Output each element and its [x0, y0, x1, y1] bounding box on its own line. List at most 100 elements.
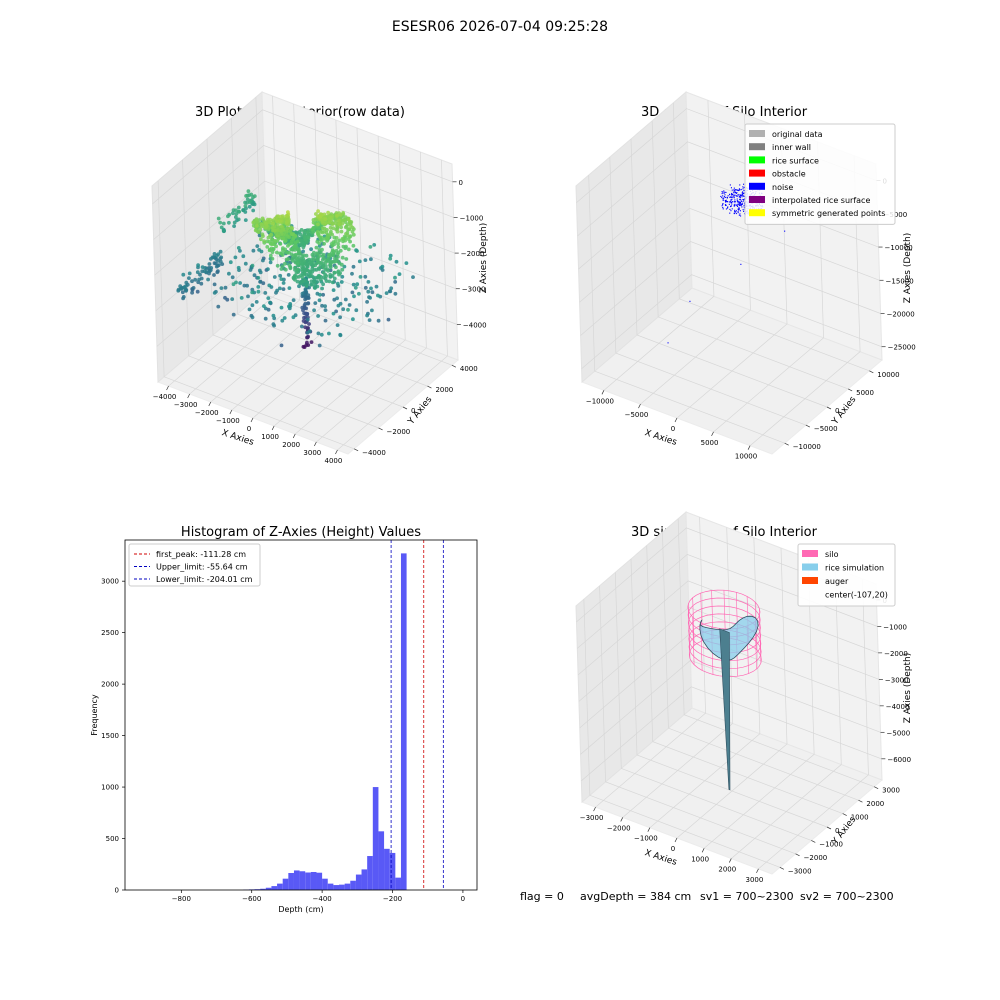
- raw-ygrid: [206, 138, 404, 408]
- raw-point: [343, 297, 348, 302]
- raw-point: [275, 222, 280, 227]
- noise-point: [739, 204, 741, 206]
- status-flag: flag = 0: [520, 890, 564, 903]
- raw-point: [250, 303, 255, 308]
- raw-point: [248, 268, 253, 272]
- classify-ygrid: [588, 175, 785, 444]
- sim-xtick-mark: [728, 858, 732, 863]
- noise-point: [731, 208, 733, 210]
- noise-point: [737, 201, 739, 203]
- raw-point: [393, 280, 398, 284]
- raw-point: [251, 248, 256, 253]
- raw-point: [384, 291, 389, 295]
- noise-point: [743, 199, 745, 201]
- histogram-bar: [265, 887, 272, 890]
- raw-point: [287, 263, 292, 268]
- raw-point: [336, 303, 341, 308]
- histogram-plot-area: −800 −600 −400 −200 0 0 500 1000 1500 2000 2500 300…: [101, 539, 478, 903]
- raw-zgrid: [156, 251, 458, 347]
- raw-point: [363, 258, 368, 262]
- raw-point: [325, 236, 330, 240]
- raw-point: [307, 329, 312, 334]
- raw-xtick-mark: [314, 441, 317, 447]
- noise-point: [724, 194, 726, 196]
- sim-xtick-mark: [620, 817, 624, 822]
- raw-point: [306, 334, 310, 339]
- classify-legend-label: noise: [772, 183, 793, 192]
- raw-point: [275, 250, 279, 255]
- histogram-ytick-label: 1000: [101, 784, 119, 792]
- raw-point: [289, 225, 294, 230]
- noise-point: [743, 200, 745, 202]
- raw-point: [368, 296, 372, 300]
- raw-point: [255, 220, 259, 225]
- raw-point: [343, 225, 348, 230]
- raw-point: [309, 279, 314, 284]
- raw-point: [253, 228, 258, 233]
- raw-point: [357, 291, 361, 296]
- raw-point: [365, 300, 369, 304]
- noise-point: [734, 192, 736, 194]
- sim-zgrid: [577, 580, 879, 676]
- raw-ytick-mark: [353, 448, 359, 452]
- raw-point: [279, 267, 284, 271]
- raw-point: [246, 189, 251, 194]
- raw-point: [214, 264, 219, 269]
- raw-point: [233, 255, 238, 260]
- raw-point: [312, 308, 316, 313]
- raw-point: [394, 259, 399, 264]
- histogram-xtick-label: 0: [461, 895, 465, 903]
- raw-point: [289, 247, 293, 252]
- raw-point: [366, 289, 371, 294]
- noise-point: [737, 203, 739, 205]
- sim-zgrid: [579, 633, 880, 729]
- classify-plot-zlabel: Z Axies (Depth): [903, 233, 913, 304]
- raw-point: [276, 236, 281, 241]
- raw-plot-ticks: −4000−3000−2000−100001000200030004000−40…: [153, 179, 487, 465]
- noise-point: [739, 198, 741, 200]
- raw-point: [369, 286, 373, 291]
- noise-point: [730, 199, 732, 201]
- raw-point: [263, 225, 268, 230]
- raw-point: [318, 292, 322, 297]
- simulation-plot-zlabel: Z Axies (Depth): [903, 653, 913, 724]
- raw-point: [330, 243, 335, 248]
- raw-point: [380, 264, 385, 269]
- raw-point: [393, 275, 397, 280]
- raw-point: [236, 265, 241, 270]
- noise-point: [720, 195, 722, 197]
- histogram-ytick-label: 3000: [101, 578, 119, 586]
- noise-point: [741, 196, 743, 198]
- raw-point: [251, 220, 256, 225]
- noise-point: [736, 198, 738, 200]
- raw-point: [286, 273, 291, 277]
- histogram-ytick-label: 0: [115, 887, 119, 895]
- raw-point: [386, 317, 391, 322]
- classify-xtick-mark: [674, 417, 678, 423]
- raw-point: [256, 285, 261, 289]
- raw-point: [335, 296, 339, 301]
- histogram-ytick-label: 500: [106, 835, 119, 843]
- status-line: flag = 0 avgDepth = 384 cm sv1 = 700~230…: [520, 890, 894, 903]
- raw-point: [319, 238, 324, 243]
- histogram-bar: [327, 883, 334, 890]
- raw-point: [334, 236, 339, 240]
- raw-point: [293, 277, 297, 282]
- raw-point: [182, 285, 187, 289]
- noise-point: [730, 200, 732, 202]
- raw-point: [308, 260, 313, 265]
- raw-point: [326, 210, 330, 215]
- histogram-xtick-label: −800: [172, 895, 191, 903]
- raw-point: [321, 270, 326, 275]
- raw-point: [262, 239, 266, 244]
- raw-point: [320, 247, 324, 252]
- noise-point: [738, 208, 740, 210]
- noise-point: [730, 205, 732, 207]
- sim-ztick-label: −3000: [885, 676, 909, 684]
- raw-point: [237, 209, 242, 214]
- noise-point: [736, 192, 738, 194]
- sim-xtick-mark: [647, 827, 651, 832]
- raw-point: [187, 276, 191, 280]
- noise-point: [742, 198, 744, 200]
